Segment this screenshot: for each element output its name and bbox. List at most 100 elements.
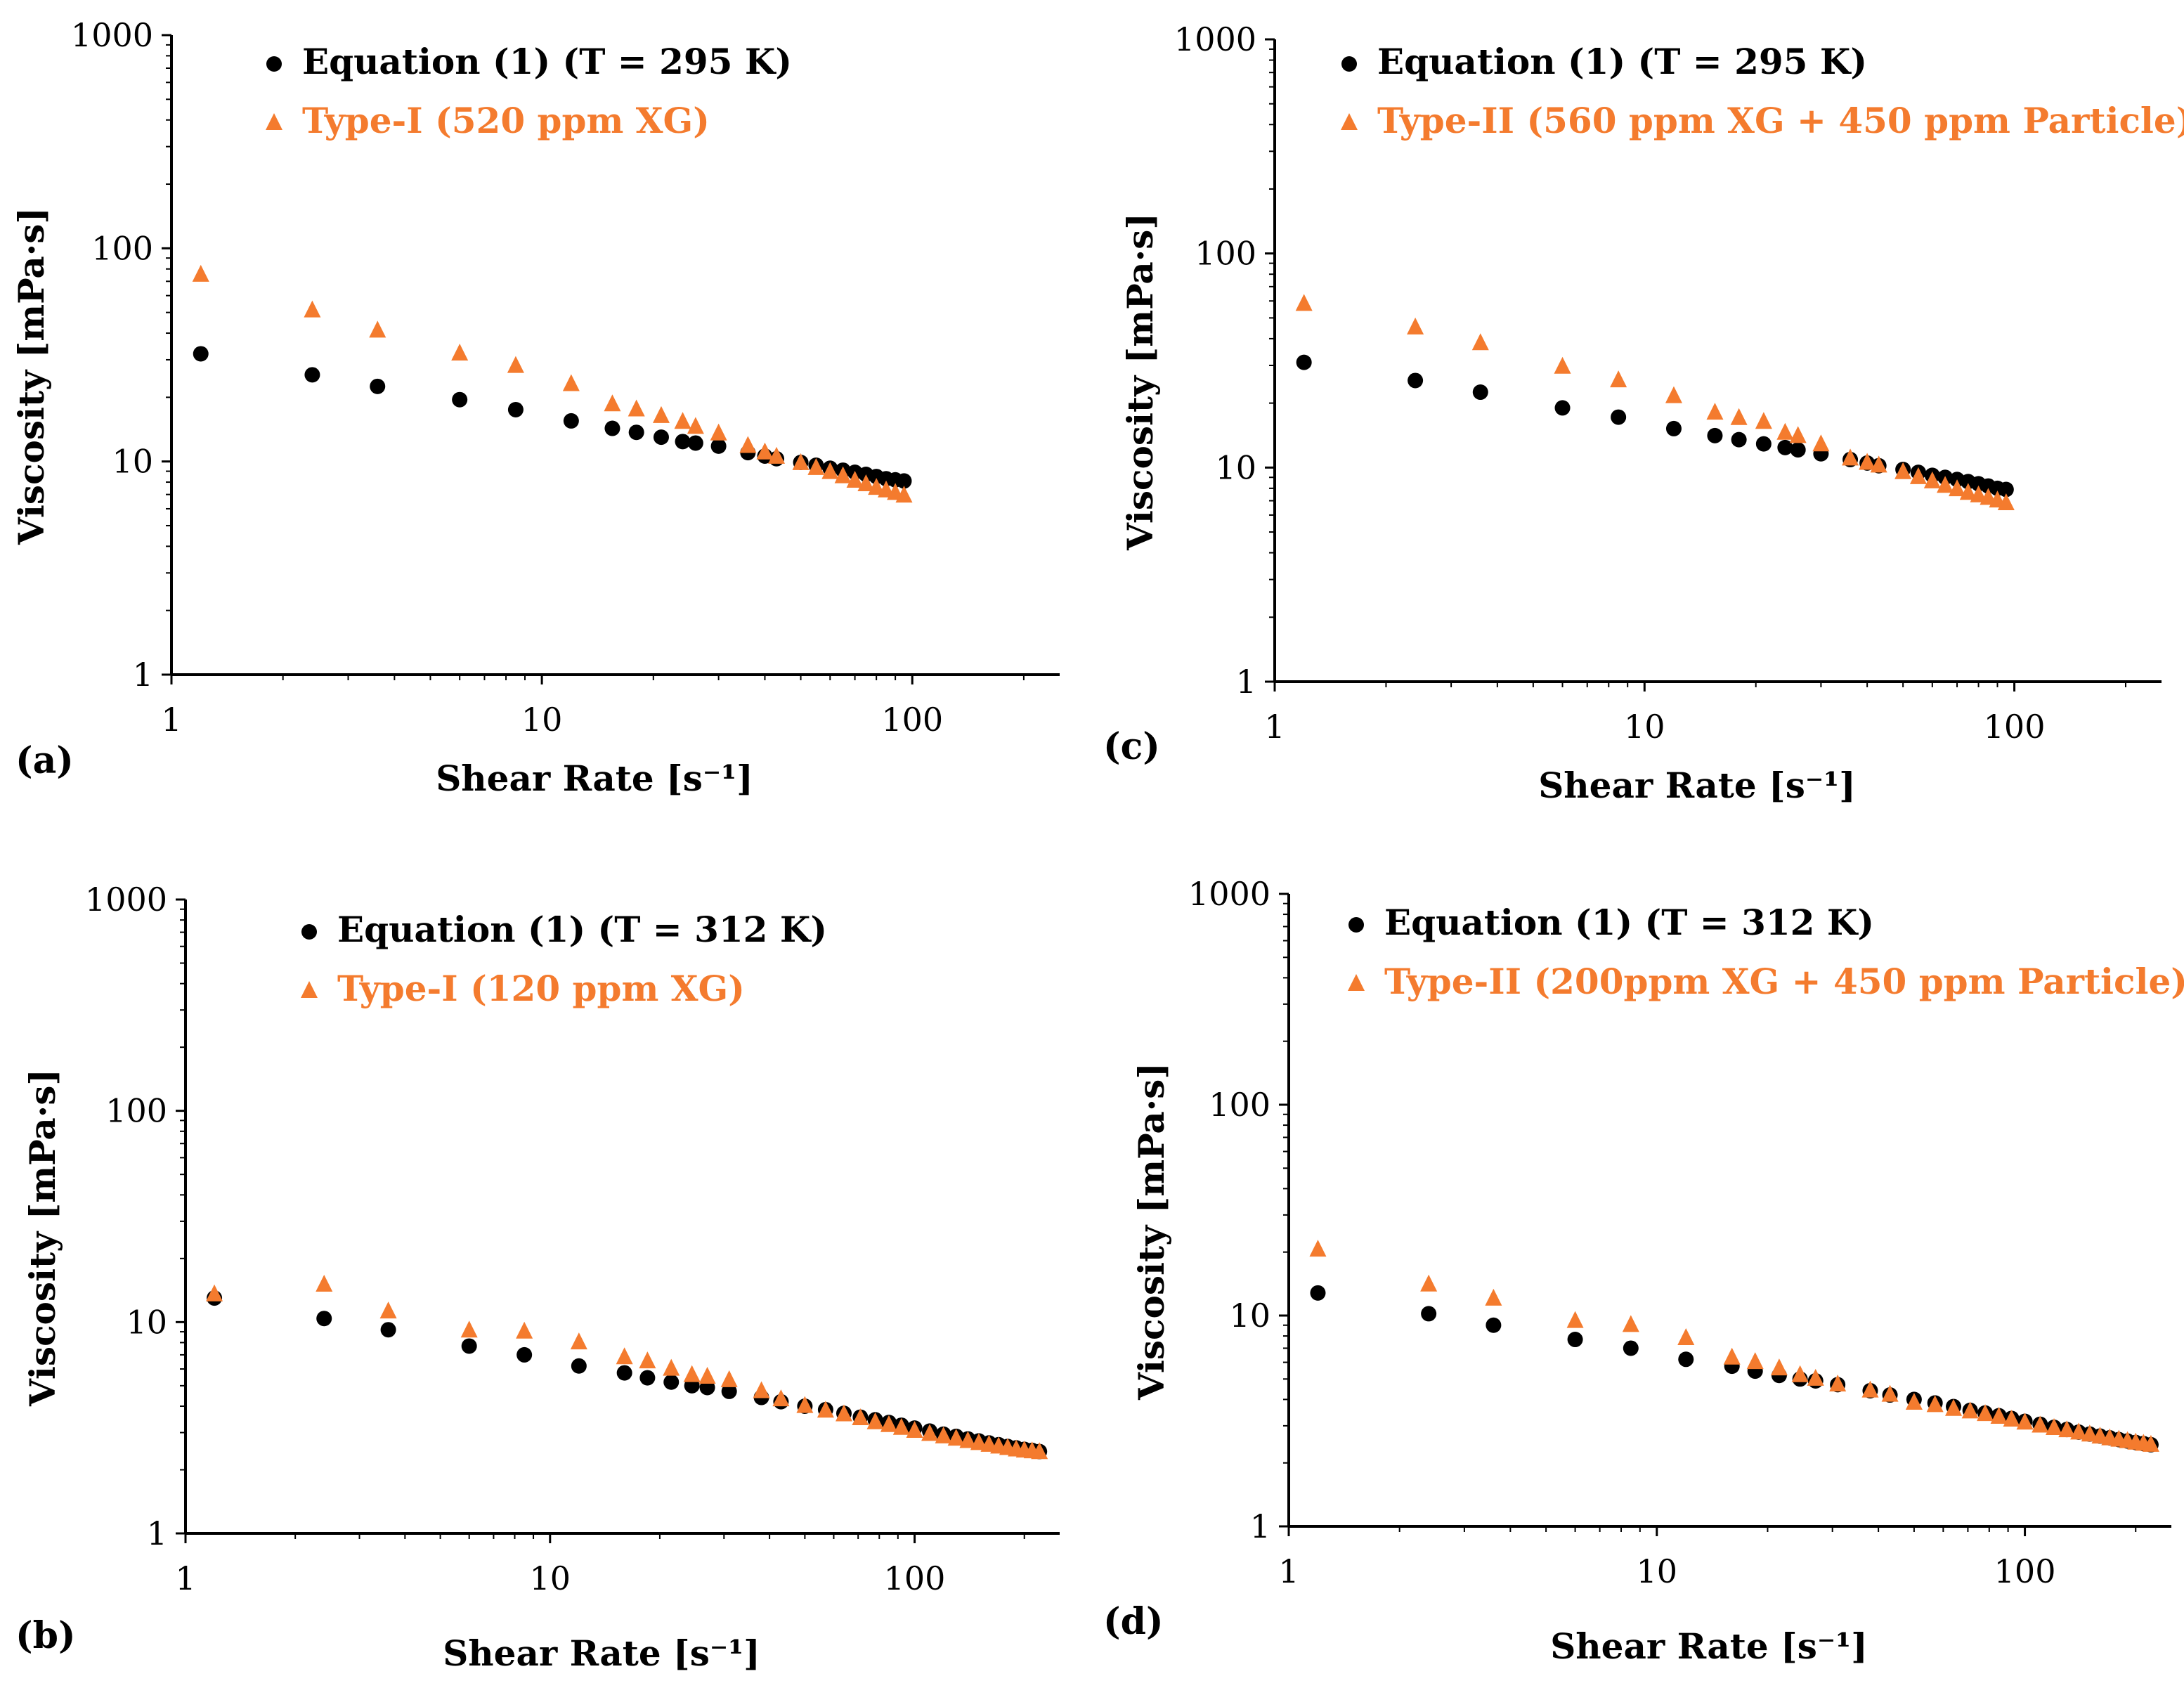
data-point-triangle xyxy=(970,1433,987,1450)
data-point-triangle xyxy=(687,417,704,434)
data-point-triangle xyxy=(1894,462,1912,479)
data-point-triangle xyxy=(1791,1365,1809,1382)
data-point-triangle xyxy=(652,405,670,423)
chart-panel-c: 1 10 100 1000 1 10 100 Shear Rate [s⁻¹] Viscosit… xyxy=(1103,20,2184,806)
x-tick-label: 1 xyxy=(175,1559,195,1597)
y-tick-label: 10 xyxy=(1229,1297,1270,1335)
data-point-triangle xyxy=(1031,1442,1048,1460)
chart-panel-d: 1 10 100 1000 1 10 100 Shear Rate [s⁻¹] Viscosit… xyxy=(1103,875,2184,1667)
y-tick-label: 1 xyxy=(147,1514,167,1552)
legend-label: Equation (1) (T = 312 K) xyxy=(337,909,827,950)
x-tick-label: 1 xyxy=(1264,708,1285,746)
y-tick-label: 1 xyxy=(1250,1507,1270,1545)
data-point-triangle xyxy=(892,1417,910,1435)
data-point-triangle xyxy=(2070,1422,2088,1440)
data-point-circle xyxy=(1678,1351,1694,1368)
y-tick-label: 10 xyxy=(112,443,153,481)
data-point-triangle xyxy=(1407,317,1424,335)
data-point-triangle xyxy=(1554,356,1571,374)
legend-marker-triangle xyxy=(1348,974,1365,991)
data-point-triangle xyxy=(2032,1415,2049,1433)
data-point-circle xyxy=(1790,442,1806,458)
data-point-circle xyxy=(1707,427,1723,443)
chart-panel-b: 1 10 100 1000 1 10 100 Shear Rate [s⁻¹] Viscosit… xyxy=(15,881,1060,1674)
data-point-triangle xyxy=(2003,1410,2020,1427)
x-tick-label: 100 xyxy=(1994,1552,2056,1590)
data-point-triangle xyxy=(674,412,691,429)
legend-marker-circle xyxy=(266,56,282,72)
data-point-triangle xyxy=(1776,422,1794,440)
legend-label: Type-I (520 ppm XG) xyxy=(302,100,710,141)
data-point-triangle xyxy=(1909,467,1927,484)
series-fluid xyxy=(1309,1240,2159,1452)
legend: Equation (1) (T = 295 K) Type-I (520 ppm … xyxy=(266,41,792,141)
data-point-triangle xyxy=(906,1420,923,1438)
data-point-triangle xyxy=(1861,1380,1879,1398)
legend-label: Equation (1) (T = 295 K) xyxy=(1377,41,1867,82)
data-point-triangle xyxy=(1881,1384,1899,1402)
data-point-circle xyxy=(616,1365,632,1381)
x-tick-label: 10 xyxy=(1624,708,1665,746)
data-point-triangle xyxy=(1789,426,1807,443)
data-point-triangle xyxy=(2081,1424,2098,1442)
data-point-circle xyxy=(370,378,386,394)
data-point-triangle xyxy=(1485,1288,1502,1306)
data-point-circle xyxy=(304,367,320,383)
data-point-triangle xyxy=(698,1366,716,1384)
chart-panel-a: 1 10 100 1000 1 10 100 Shear Rate [s⁻¹] Viscosit… xyxy=(11,16,1060,799)
data-point-triangle xyxy=(821,462,839,479)
data-point-circle xyxy=(571,1358,587,1374)
data-point-circle xyxy=(193,346,209,362)
data-point-triangle xyxy=(562,374,580,391)
data-point-circle xyxy=(639,1370,656,1386)
y-tick-label: 10 xyxy=(1215,448,1256,486)
data-point-triangle xyxy=(1730,408,1748,425)
data-point-triangle xyxy=(857,474,875,491)
y-tick-label: 100 xyxy=(91,229,153,267)
data-point-triangle xyxy=(846,471,864,488)
data-point-circle xyxy=(687,435,703,451)
legend-marker-triangle xyxy=(301,981,318,998)
y-axis-title: Viscosity [mPa·s] xyxy=(1119,213,1161,551)
data-point-triangle xyxy=(628,399,645,417)
data-point-circle xyxy=(516,1346,533,1363)
data-point-triangle xyxy=(1770,1358,1788,1376)
data-point-triangle xyxy=(959,1431,977,1448)
data-point-circle xyxy=(721,1383,737,1399)
data-point-triangle xyxy=(570,1332,587,1350)
data-point-triangle xyxy=(1970,485,1987,502)
panel-label: (a) xyxy=(15,739,74,782)
data-point-circle xyxy=(452,391,468,408)
data-point-triangle xyxy=(935,1426,952,1443)
data-point-triangle xyxy=(796,1396,814,1413)
data-point-triangle xyxy=(834,466,852,483)
data-point-circle xyxy=(1486,1317,1502,1333)
data-point-triangle xyxy=(683,1365,701,1382)
data-point-triangle xyxy=(1677,1327,1695,1345)
data-point-triangle xyxy=(2046,1417,2063,1435)
series-fluid xyxy=(192,264,913,503)
y-tick-label: 1 xyxy=(1236,663,1256,701)
legend-marker-circle xyxy=(1341,56,1357,72)
data-point-circle xyxy=(1755,436,1772,452)
data-point-triangle xyxy=(807,457,825,475)
data-point-circle xyxy=(507,401,524,417)
legend: Equation (1) (T = 312 K) Type-II (200ppm … xyxy=(1348,902,2184,1002)
data-point-triangle xyxy=(1870,455,1887,473)
data-point-triangle xyxy=(880,1415,897,1432)
data-point-triangle xyxy=(710,423,727,441)
data-point-circle xyxy=(1611,409,1627,425)
data-point-triangle xyxy=(1990,1407,2008,1424)
data-point-triangle xyxy=(866,1412,884,1429)
data-point-triangle xyxy=(1937,476,1954,493)
legend-label: Type-II (200ppm XG + 450 ppm Particle) xyxy=(1384,961,2184,1002)
data-point-triangle xyxy=(1755,412,1772,429)
data-point-triangle xyxy=(753,1381,770,1398)
x-tick-label: 10 xyxy=(1637,1552,1678,1590)
data-point-triangle xyxy=(1746,1352,1764,1370)
y-tick-label: 1000 xyxy=(71,16,153,54)
data-point-circle xyxy=(461,1338,477,1354)
data-point-circle xyxy=(663,1374,680,1390)
data-point-triangle xyxy=(2142,1434,2159,1452)
